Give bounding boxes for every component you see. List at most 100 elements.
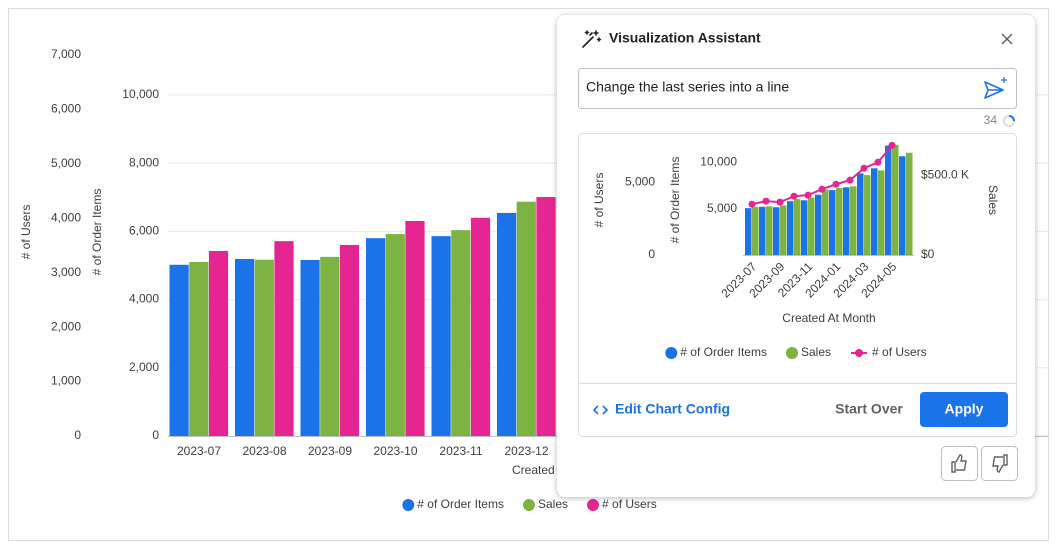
bar bbox=[857, 173, 864, 255]
bar bbox=[759, 206, 766, 255]
bar bbox=[864, 175, 871, 255]
line-point bbox=[888, 141, 896, 149]
bar bbox=[766, 206, 773, 255]
axis-title: # of Users bbox=[19, 205, 33, 260]
bar bbox=[300, 259, 320, 436]
assistant-content: Visualization Assistant Change the last … bbox=[578, 30, 1018, 481]
bar bbox=[885, 145, 892, 255]
legend-swatch bbox=[587, 499, 600, 511]
bar bbox=[892, 144, 899, 255]
legend-item: # of Order Items bbox=[665, 345, 767, 359]
bar bbox=[773, 207, 780, 255]
send-sparkle bbox=[1001, 77, 1007, 83]
code-icon bbox=[592, 405, 609, 415]
bar bbox=[801, 200, 808, 255]
x-tick-label: 2023-12 bbox=[504, 444, 548, 458]
y-tick-label: 4,000 bbox=[51, 210, 81, 224]
bar bbox=[871, 168, 878, 255]
bar bbox=[843, 187, 850, 255]
legend-label: # of Order Items bbox=[680, 345, 767, 359]
legend-swatch bbox=[522, 499, 535, 511]
legend-label: # of Order Items bbox=[417, 497, 504, 511]
legend-swatch-dot bbox=[855, 349, 864, 357]
x-tick-label: 2023-08 bbox=[242, 444, 286, 458]
panel-title: Visualization Assistant bbox=[609, 30, 761, 46]
legend-item: Sales bbox=[785, 345, 831, 359]
legend-label: Sales bbox=[538, 497, 568, 511]
start-over-button[interactable]: Start Over bbox=[835, 401, 903, 417]
bar bbox=[274, 241, 294, 436]
legend-label: # of Users bbox=[602, 497, 657, 511]
y-tick-label: 4,000 bbox=[129, 292, 159, 306]
thumbs-down-icon bbox=[992, 454, 1008, 473]
bar bbox=[829, 190, 836, 255]
bar bbox=[497, 212, 517, 436]
legend-swatch bbox=[402, 499, 415, 511]
bar bbox=[878, 170, 885, 255]
x-tick-label: 2023-10 bbox=[373, 444, 417, 458]
bar bbox=[787, 201, 794, 255]
send-button[interactable] bbox=[984, 81, 1004, 99]
y-tick-label: $500.0 K bbox=[921, 167, 969, 181]
y-tick-label: $0 bbox=[921, 247, 935, 261]
prompt-input[interactable] bbox=[578, 68, 1017, 109]
line-point bbox=[846, 176, 854, 184]
bar bbox=[808, 197, 815, 255]
bar bbox=[752, 207, 759, 255]
y-tick-label: 5,000 bbox=[51, 156, 81, 170]
bar bbox=[536, 197, 556, 436]
thumbs-up-icon bbox=[951, 454, 967, 473]
x-axis-title: Created bbox=[512, 463, 555, 477]
sparkle-icon bbox=[582, 30, 602, 48]
x-tick-label: 2023-07 bbox=[177, 444, 221, 458]
prompt-text[interactable]: Change the last series into a line bbox=[586, 79, 789, 95]
bar bbox=[431, 236, 451, 436]
legend-swatch bbox=[665, 347, 678, 359]
y-tick-label: 0 bbox=[648, 247, 655, 261]
legend-item: # of Users bbox=[851, 345, 927, 359]
thumbs-down-button[interactable] bbox=[981, 446, 1018, 481]
bar bbox=[451, 230, 471, 436]
line-point bbox=[832, 180, 840, 188]
bar bbox=[794, 199, 801, 255]
y-tick-label: 6,000 bbox=[51, 102, 81, 116]
char-counter: 34 bbox=[984, 113, 998, 127]
y-tick-label: 10,000 bbox=[700, 154, 737, 168]
bar bbox=[906, 152, 913, 255]
apply-button[interactable] bbox=[920, 392, 1008, 427]
thumbs-up-button[interactable] bbox=[941, 446, 978, 481]
y-tick-label: 7,000 bbox=[51, 47, 81, 61]
line-point bbox=[860, 164, 868, 172]
bar bbox=[405, 221, 425, 436]
bar bbox=[815, 194, 822, 255]
bar bbox=[836, 187, 843, 255]
bar bbox=[235, 258, 255, 436]
axis-title: # of Order Items bbox=[90, 189, 104, 276]
y-tick-label: 0 bbox=[74, 428, 81, 442]
legend-item: # of Order Items bbox=[402, 497, 504, 511]
legend-item: Sales bbox=[522, 497, 568, 511]
y-tick-label: 3,000 bbox=[51, 265, 81, 279]
apply-label[interactable]: Apply bbox=[945, 401, 984, 417]
bar bbox=[516, 201, 536, 436]
close-button[interactable] bbox=[1001, 33, 1013, 45]
line-point bbox=[790, 192, 798, 200]
axis-title: Sales bbox=[986, 185, 1000, 215]
bar bbox=[470, 217, 491, 436]
x-tick-label: 2023-09 bbox=[308, 444, 352, 458]
bar bbox=[385, 234, 405, 436]
y-tick-label: 5,000 bbox=[625, 174, 655, 188]
assistant-panel: Visualization Assistant Change the last … bbox=[557, 15, 1035, 497]
line-point bbox=[874, 158, 882, 166]
line-point bbox=[748, 200, 756, 208]
legend-label: Sales bbox=[801, 345, 831, 359]
y-tick-label: 8,000 bbox=[129, 155, 159, 169]
line-point bbox=[776, 198, 784, 206]
axis-title: # of Order Items bbox=[668, 157, 682, 244]
edit-config-button[interactable]: Edit Chart Config bbox=[615, 401, 730, 417]
bar bbox=[254, 259, 274, 436]
bar bbox=[780, 205, 787, 255]
line-point bbox=[804, 191, 812, 199]
bar bbox=[208, 250, 229, 436]
